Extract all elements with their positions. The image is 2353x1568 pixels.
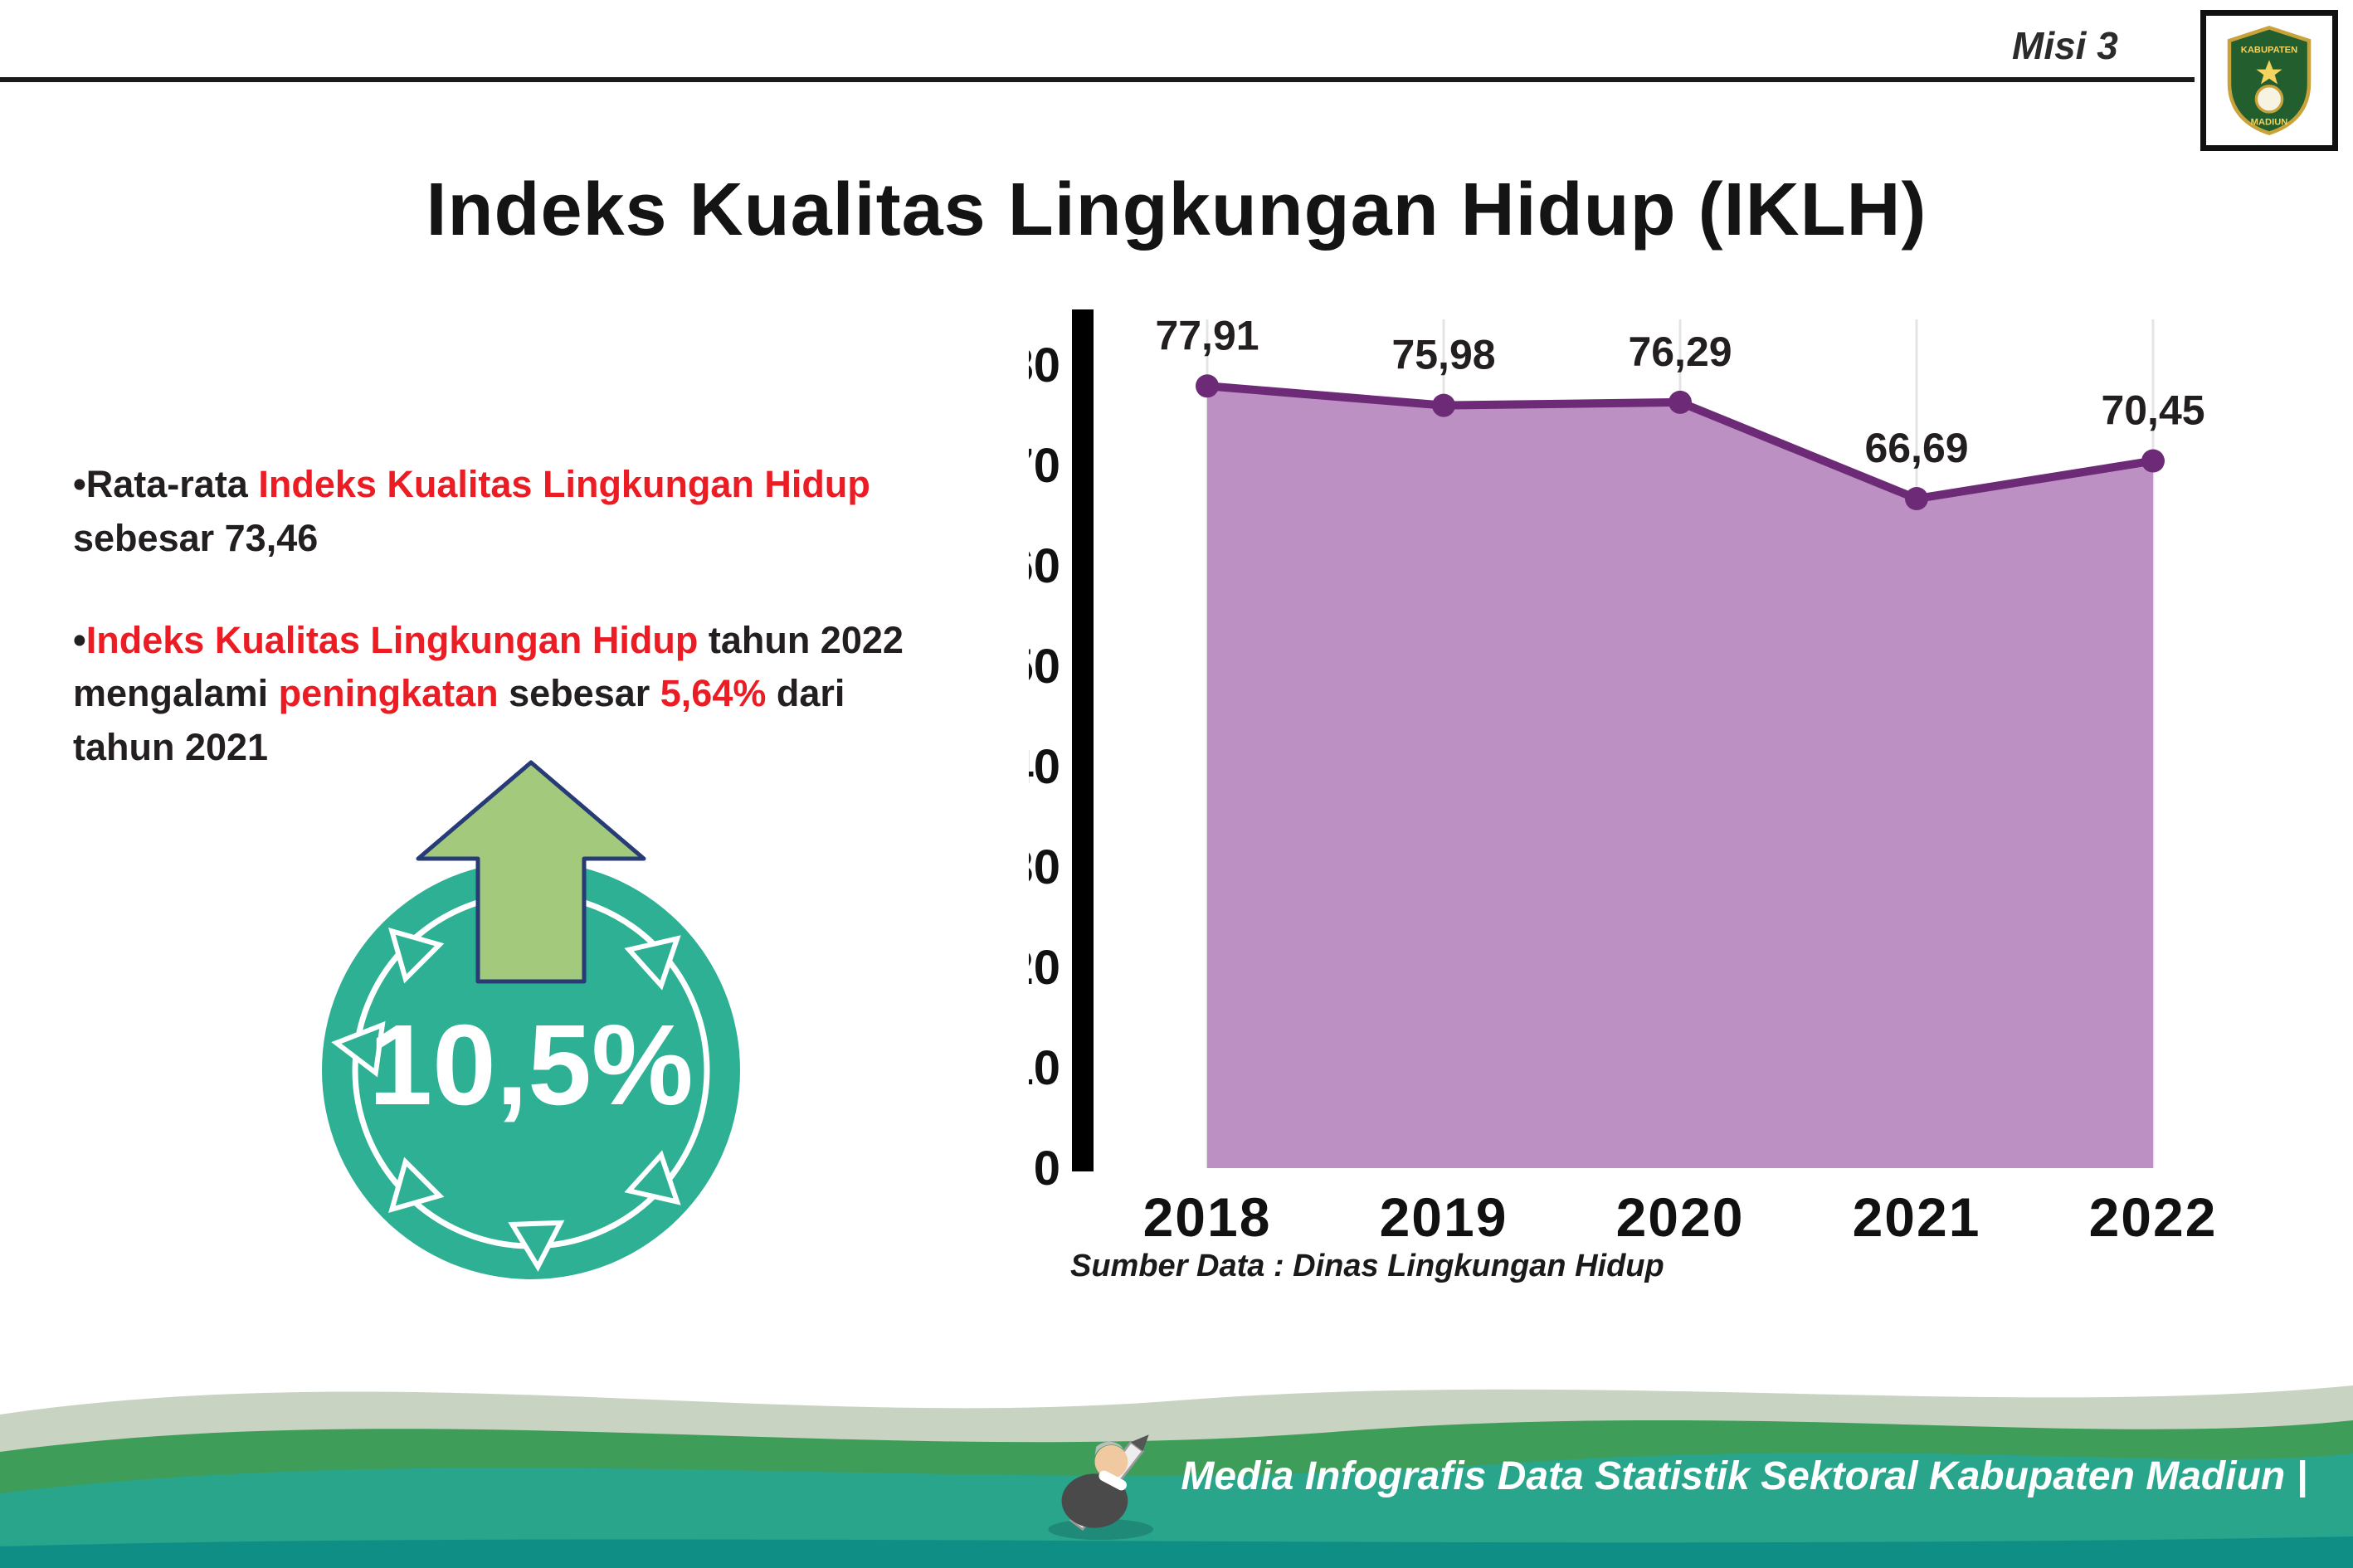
bullet-iklh-increase: •Indeks Kualitas Lingkungan Hidup tahun … (73, 614, 919, 775)
footer: Media Infografis Data Statistik Sektoral… (1042, 1416, 2307, 1545)
chart-ytick-label: 20 (1029, 941, 1060, 995)
kabupaten-madiun-logo: KABUPATEN MADIUN (2200, 10, 2338, 151)
chart-point-label: 76,29 (1628, 329, 1732, 375)
bullet-text: sebesar (498, 672, 660, 715)
chart-canvas: 77,91 75,98 76,29 66,69 70,45 0 10 20 30 40 50 60 70… (1006, 309, 2218, 1248)
bullet-text: tahun 2022 mengalami (73, 618, 904, 715)
chart-point-label: 77,91 (1155, 312, 1259, 358)
bullet-text-highlight: 5,64% (660, 672, 767, 715)
percentage-increase-badge: 10,5% (319, 759, 743, 1290)
bullet-dot: • (73, 618, 86, 661)
chart-ytick-label: 40 (1029, 740, 1060, 794)
chart-xtick-label: 2018 (1143, 1186, 1272, 1248)
bullet-list: •Rata-rata Indeks Kualitas Lingkungan Hi… (73, 458, 919, 823)
bullet-text: sebesar 73,46 (73, 516, 319, 559)
chart-xtick-label: 2021 (1853, 1186, 1981, 1248)
chart-ytick-label: 50 (1029, 640, 1060, 694)
logo-crest-icon: KABUPATEN MADIUN (2227, 26, 2312, 135)
chart-xtick-label: 2020 (1616, 1186, 1745, 1248)
footer-credit: Media Infografis Data Statistik Sektoral… (1181, 1454, 2307, 1498)
badge-ring-triangles (331, 928, 681, 1273)
mascot-writer-icon (1048, 1434, 1154, 1541)
chart-point (1905, 487, 1928, 511)
chart-xtick-label: 2022 (2089, 1186, 2218, 1248)
source-note: Sumber Data : Dinas Lingkungan Hidup (1070, 1249, 1664, 1283)
bullet-text-highlight: peningkatan (278, 672, 499, 715)
chart-point (1432, 393, 1455, 417)
chart-point-label: 66,69 (1864, 425, 1968, 471)
bullet-text-highlight: Indeks Kualitas Lingkungan Hidup (258, 463, 870, 505)
chart-ytick-label: 10 (1029, 1041, 1060, 1095)
chart-area (1207, 386, 2153, 1168)
chart-ytick-label: 0 (1034, 1142, 1060, 1195)
increase-arrow-icon (416, 760, 646, 984)
chart-point (1669, 390, 1692, 414)
chart-ytick-label: 60 (1029, 539, 1060, 593)
page-title: Indeks Kualitas Lingkungan Hidup (IKLH) (426, 168, 1927, 252)
logo-star-icon (2256, 60, 2282, 85)
header-divider (0, 77, 2195, 82)
chart-point (2141, 449, 2165, 473)
chart-ytick-label: 70 (1029, 439, 1060, 493)
iklh-area-chart: 77,91 75,98 76,29 66,69 70,45 0 10 20 30 40 50 60 70… (1006, 303, 2257, 1348)
chart-point (1196, 374, 1219, 398)
misi-label: Misi 3 (2012, 24, 2118, 67)
chart-ytick-label: 30 (1029, 840, 1060, 894)
badge-value: 10,5% (368, 1001, 694, 1129)
logo-bottom-text: MADIUN (2251, 118, 2288, 128)
bullet-text: Rata-rata (85, 463, 259, 505)
chart-y-axis (1072, 309, 1094, 1171)
footer-wave-decoration (0, 1385, 2353, 1568)
chart-xtick-label: 2019 (1380, 1186, 1508, 1248)
bullet-dot: • (73, 463, 86, 505)
bullet-text: dari tahun 2021 (73, 672, 845, 769)
chart-point-label: 70,45 (2101, 387, 2204, 434)
bullet-average-iklh: •Rata-rata Indeks Kualitas Lingkungan Hi… (73, 458, 919, 566)
logo-top-text: KABUPATEN (2241, 46, 2297, 56)
bullet-text-highlight: Indeks Kualitas Lingkungan Hidup (85, 618, 699, 661)
badge-circle (322, 861, 740, 1279)
chart-ytick-label: 80 (1029, 338, 1060, 392)
chart-point-label: 75,98 (1391, 332, 1495, 378)
